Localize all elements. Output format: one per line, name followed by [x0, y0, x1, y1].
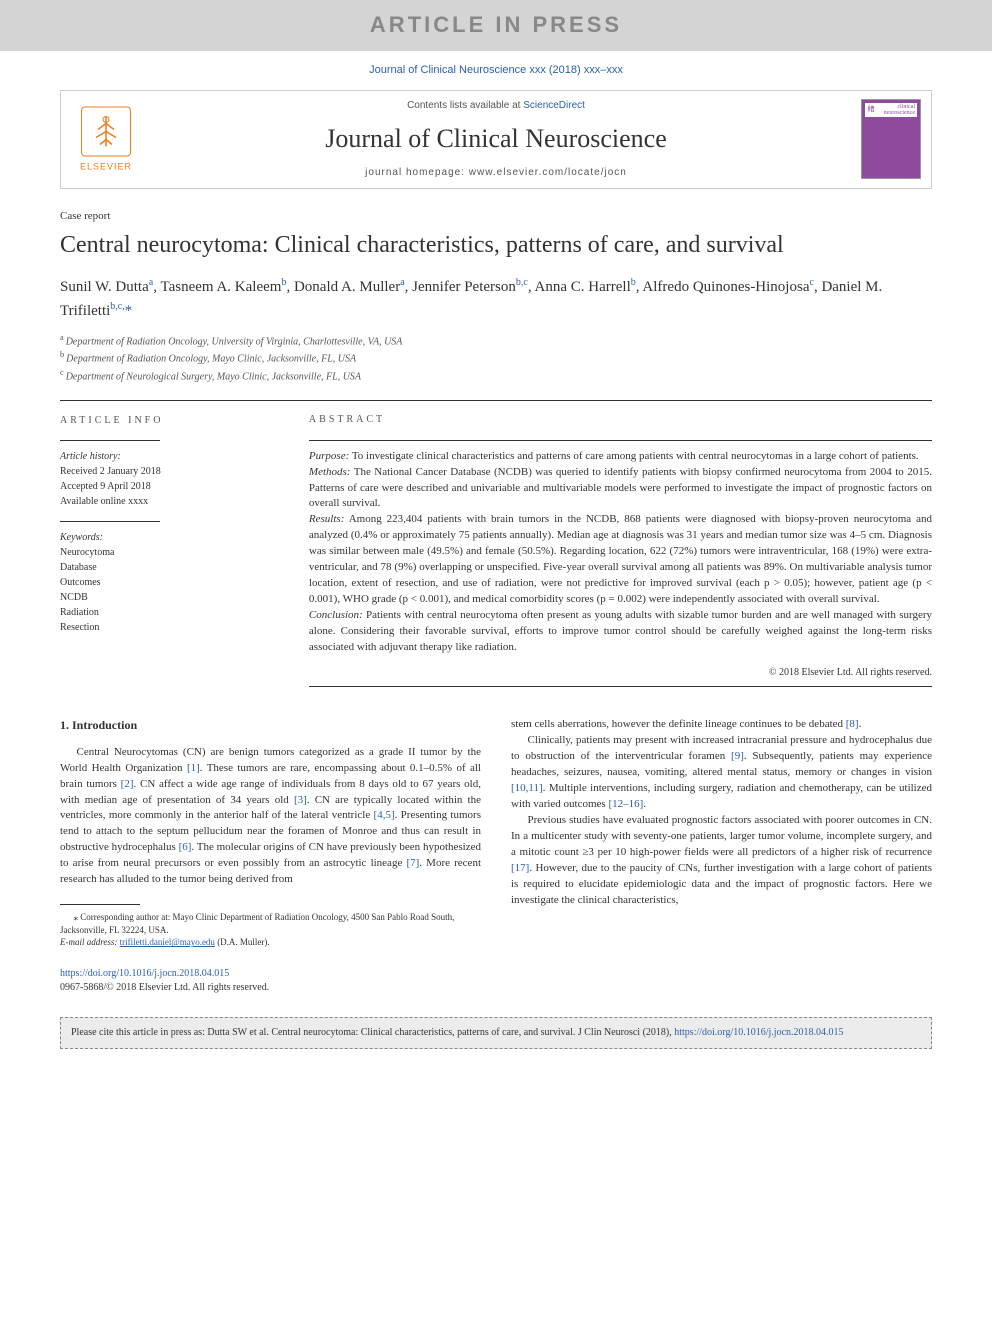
- article-title: Central neurocytoma: Clinical characteri…: [60, 230, 932, 261]
- keyword-item: Resection: [60, 620, 279, 635]
- author-affiliation-marker: a: [149, 277, 153, 288]
- author-name: Alfredo Quinones-Hinojosa: [642, 279, 809, 295]
- abstract-column: ABSTRACT Purpose: To investigate clinica…: [309, 413, 932, 687]
- citation-ref[interactable]: [17]: [511, 862, 529, 874]
- author-name: Tasneem A. Kaleem: [160, 279, 281, 295]
- contents-available-line: Contents lists available at ScienceDirec…: [61, 99, 931, 113]
- online-date: Available online xxxx: [60, 494, 279, 509]
- journal-name: Journal of Clinical Neuroscience: [61, 121, 931, 157]
- author-affiliation-marker: c: [809, 277, 813, 288]
- cite-doi-link[interactable]: https://doi.org/10.1016/j.jocn.2018.04.0…: [674, 1027, 843, 1038]
- homepage-label: journal homepage:: [365, 167, 469, 178]
- abstract-heading: ABSTRACT: [309, 413, 932, 428]
- journal-header-box: ELSEVIER Contents lists available at Sci…: [60, 90, 932, 188]
- homepage-url[interactable]: www.elsevier.com/locate/jocn: [469, 167, 627, 178]
- cite-text: Please cite this article in press as: Du…: [71, 1027, 672, 1038]
- keywords-label: Keywords:: [60, 530, 279, 545]
- received-date: Received 2 January 2018: [60, 464, 279, 479]
- keyword-item: Outcomes: [60, 575, 279, 590]
- author-affiliation-marker: a: [400, 277, 404, 288]
- email-line: E-mail address: trifiletti.daniel@mayo.e…: [60, 936, 481, 949]
- purpose-text: To investigate clinical characteristics …: [352, 450, 919, 462]
- methods-text: The National Cancer Database (NCDB) was …: [309, 466, 932, 510]
- author-name: Jennifer Peterson: [412, 279, 516, 295]
- corresponding-author-note: ⁎ Corresponding author at: Mayo Clinic D…: [60, 911, 481, 936]
- citation-ref[interactable]: [6]: [179, 841, 192, 853]
- info-divider: [60, 440, 160, 441]
- affiliation-list: aDepartment of Radiation Oncology, Unive…: [60, 332, 932, 384]
- citation-ref[interactable]: [10,11]: [511, 782, 543, 794]
- affiliation-line: aDepartment of Radiation Oncology, Unive…: [60, 332, 932, 349]
- conclusion-text: Patients with central neurocytoma often …: [309, 609, 932, 653]
- purpose-label: Purpose:: [309, 450, 349, 462]
- cover-mark-icon: 緒: [866, 104, 876, 114]
- citation-ref[interactable]: [1]: [187, 762, 200, 774]
- article-info-heading: ARTICLE INFO: [60, 413, 279, 428]
- history-label: Article history:: [60, 449, 279, 464]
- affiliation-line: cDepartment of Neurological Surgery, May…: [60, 367, 932, 384]
- intro-paragraph-r2: Clinically, patients may present with in…: [511, 733, 932, 813]
- doi-link[interactable]: https://doi.org/10.1016/j.jocn.2018.04.0…: [60, 968, 229, 979]
- please-cite-box: Please cite this article in press as: Du…: [60, 1017, 932, 1049]
- author-name: Donald A. Muller: [294, 279, 400, 295]
- citation-ref[interactable]: [2]: [121, 778, 134, 790]
- results-text: Among 223,404 patients with brain tumors…: [309, 513, 932, 605]
- citation-ref[interactable]: [4,5]: [374, 809, 395, 821]
- citation-ref[interactable]: [9]: [731, 750, 744, 762]
- keyword-item: Database: [60, 560, 279, 575]
- author-affiliation-marker: b,c: [516, 277, 528, 288]
- contents-prefix: Contents lists available at: [407, 100, 523, 111]
- left-text-column: 1. Introduction Central Neurocytomas (CN…: [60, 717, 481, 995]
- article-type-label: Case report: [60, 209, 932, 224]
- issn-copyright-line: 0967-5868/© 2018 Elsevier Ltd. All right…: [60, 982, 269, 993]
- keywords-list: NeurocytomaDatabaseOutcomesNCDBRadiation…: [60, 545, 279, 635]
- author-name: Anna C. Harrell: [535, 279, 631, 295]
- corresponding-email-link[interactable]: trifiletti.daniel@mayo.edu: [120, 937, 215, 947]
- main-content: Case report Central neurocytoma: Clinica…: [0, 189, 992, 1005]
- results-label: Results:: [309, 513, 344, 525]
- citation-ref[interactable]: [7]: [406, 857, 419, 869]
- elsevier-logo[interactable]: ELSEVIER: [71, 102, 141, 177]
- body-two-column: 1. Introduction Central Neurocytomas (CN…: [60, 717, 932, 995]
- journal-cover-thumbnail: 緒 clinical neuroscience: [861, 99, 921, 179]
- email-label: E-mail address:: [60, 937, 117, 947]
- journal-homepage-line: journal homepage: www.elsevier.com/locat…: [61, 166, 931, 180]
- abstract-text: Purpose: To investigate clinical charact…: [309, 449, 932, 656]
- intro-paragraph-r3: Previous studies have evaluated prognost…: [511, 813, 932, 909]
- author-affiliation-marker: b,c,: [110, 301, 124, 312]
- doi-block: https://doi.org/10.1016/j.jocn.2018.04.0…: [60, 967, 481, 995]
- author-list: Sunil W. Duttaa, Tasneem A. Kaleemb, Don…: [60, 275, 932, 322]
- keyword-item: Radiation: [60, 605, 279, 620]
- citation-ref[interactable]: [3]: [294, 794, 307, 806]
- footnote-divider: [60, 904, 140, 905]
- keyword-item: NCDB: [60, 590, 279, 605]
- citation-ref[interactable]: [12–16]: [608, 798, 643, 810]
- citation-ref[interactable]: [8]: [846, 718, 859, 730]
- info-divider: [60, 521, 160, 522]
- keyword-item: Neurocytoma: [60, 545, 279, 560]
- conclusion-label: Conclusion:: [309, 609, 363, 621]
- intro-paragraph-r1: stem cells aberrations, however the defi…: [511, 717, 932, 733]
- author-affiliation-marker: b: [631, 277, 636, 288]
- elsevier-label: ELSEVIER: [80, 160, 132, 173]
- author-affiliation-marker: b: [281, 277, 286, 288]
- abstract-divider: [309, 440, 932, 441]
- sciencedirect-link[interactable]: ScienceDirect: [523, 100, 585, 111]
- affiliation-line: bDepartment of Radiation Oncology, Mayo …: [60, 349, 932, 366]
- copyright-line: © 2018 Elsevier Ltd. All rights reserved…: [309, 666, 932, 681]
- author-name: Sunil W. Dutta: [60, 279, 149, 295]
- email-person: (D.A. Muller).: [217, 937, 270, 947]
- article-info-column: ARTICLE INFO Article history: Received 2…: [60, 413, 279, 687]
- footnotes: ⁎ Corresponding author at: Mayo Clinic D…: [60, 911, 481, 949]
- accepted-date: Accepted 9 April 2018: [60, 479, 279, 494]
- introduction-heading: 1. Introduction: [60, 717, 481, 734]
- abstract-bottom-divider: [309, 686, 932, 687]
- info-abstract-row: ARTICLE INFO Article history: Received 2…: [60, 400, 932, 687]
- methods-label: Methods:: [309, 466, 351, 478]
- right-text-column: stem cells aberrations, however the defi…: [511, 717, 932, 995]
- intro-paragraph-left: Central Neurocytomas (CN) are benign tum…: [60, 745, 481, 888]
- elsevier-tree-icon: [81, 106, 131, 156]
- article-in-press-banner: ARTICLE IN PRESS: [0, 0, 992, 51]
- citation-header-line: Journal of Clinical Neuroscience xxx (20…: [0, 51, 992, 90]
